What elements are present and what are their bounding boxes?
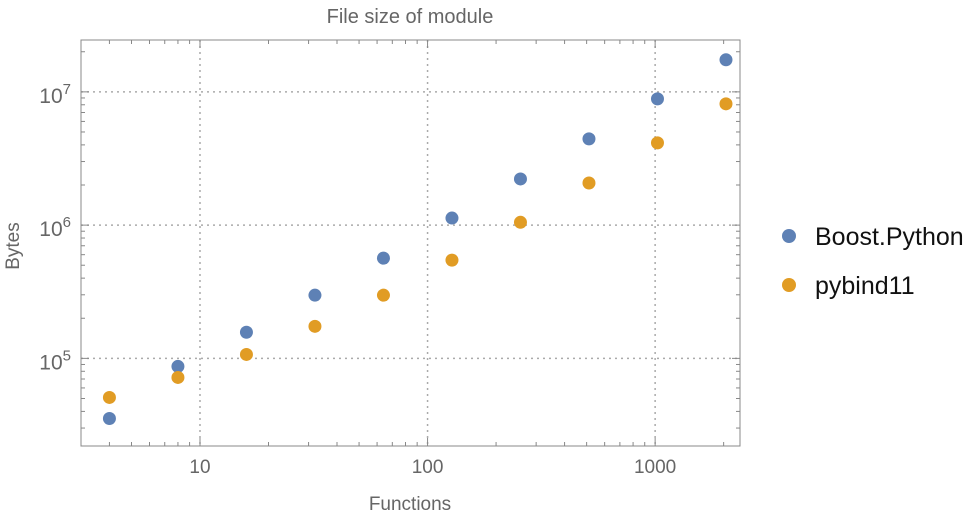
- data-point-pybind11: [376, 288, 390, 302]
- legend-marker: [782, 229, 796, 243]
- legend-label: pybind11: [815, 272, 915, 300]
- data-point-boost-python: [582, 132, 596, 146]
- legend-marker: [782, 278, 796, 292]
- x-tick-label: 10: [189, 457, 210, 478]
- legend: Boost.Python pybind11: [782, 223, 964, 300]
- data-point-pybind11: [102, 390, 116, 404]
- legend-label: Boost.Python: [815, 223, 964, 251]
- data-point-boost-python: [376, 251, 390, 265]
- data-point-pybind11: [582, 176, 596, 190]
- data-point-boost-python: [102, 411, 116, 425]
- x-axis-label: Functions: [369, 494, 451, 513]
- data-point-pybind11: [719, 97, 733, 111]
- data-point-boost-python: [445, 211, 459, 225]
- data-point-boost-python: [719, 53, 733, 67]
- x-tick-label: 100: [412, 457, 444, 478]
- x-tick-label: 1000: [634, 457, 676, 478]
- data-point-pybind11: [239, 347, 253, 361]
- plot-frame: [80, 39, 741, 447]
- data-point-pybind11: [650, 136, 664, 150]
- data-point-pybind11: [308, 319, 322, 333]
- data-point-boost-python: [308, 288, 322, 302]
- data-point-boost-python: [513, 172, 527, 186]
- y-tick-label: 105: [39, 347, 71, 374]
- y-tick-label: 106: [39, 214, 71, 241]
- data-point-pybind11: [171, 370, 185, 384]
- y-axis-label: Bytes: [3, 222, 24, 270]
- data-point-boost-python: [171, 359, 185, 373]
- data-point-pybind11: [445, 253, 459, 267]
- chart-title: File size of module: [327, 6, 494, 28]
- data-point-pybind11: [513, 215, 527, 229]
- data-point-boost-python: [239, 325, 253, 339]
- y-tick-label: 107: [39, 81, 71, 108]
- data-point-boost-python: [650, 92, 664, 106]
